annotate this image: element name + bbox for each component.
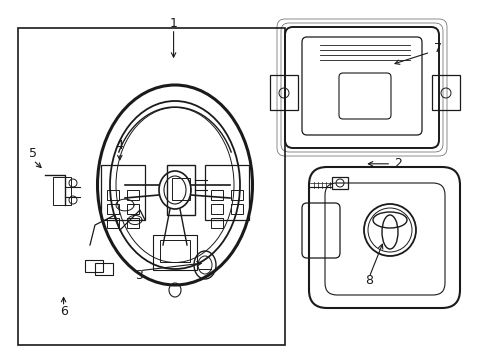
Bar — [101, 165, 145, 220]
Text: 2: 2 — [394, 157, 402, 170]
Text: 4: 4 — [116, 139, 123, 152]
Text: 7: 7 — [433, 42, 441, 55]
Bar — [160, 240, 190, 262]
Bar — [127, 190, 139, 200]
Bar — [107, 204, 119, 214]
Text: 3: 3 — [135, 269, 143, 282]
Bar — [431, 75, 459, 110]
Bar — [210, 218, 223, 228]
Bar — [210, 204, 223, 214]
Bar — [331, 177, 347, 189]
Bar — [230, 204, 243, 214]
Bar — [95, 263, 113, 275]
Bar — [172, 178, 190, 200]
Bar — [53, 177, 71, 205]
Bar — [18, 28, 285, 345]
Text: 1: 1 — [169, 17, 177, 30]
Bar — [107, 190, 119, 200]
Text: 8: 8 — [365, 274, 372, 287]
Bar — [85, 260, 103, 272]
Bar — [269, 75, 297, 110]
Bar — [107, 218, 119, 228]
Bar — [210, 190, 223, 200]
Bar — [127, 218, 139, 228]
Bar — [153, 235, 197, 270]
Text: 6: 6 — [60, 305, 67, 318]
Bar — [127, 204, 139, 214]
Text: 5: 5 — [29, 147, 37, 159]
Bar — [167, 165, 195, 215]
Bar — [230, 190, 243, 200]
Bar — [204, 165, 248, 220]
